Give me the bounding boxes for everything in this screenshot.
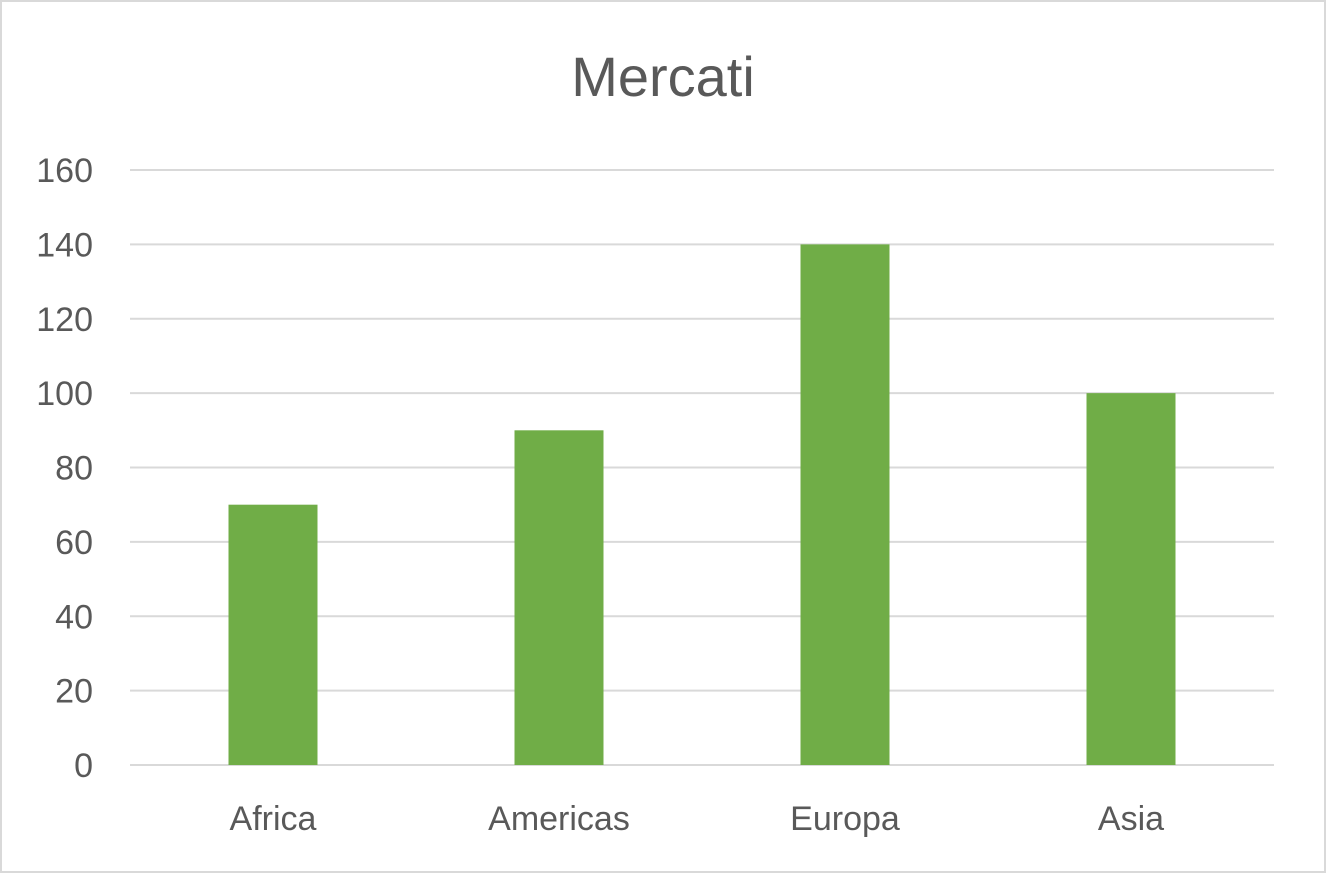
bar-americas bbox=[514, 430, 604, 765]
x-tick-label-asia: Asia bbox=[1098, 800, 1164, 838]
y-axis-ticks: 0 20 40 60 80 100 120 140 160 bbox=[36, 152, 93, 785]
y-tick-label: 20 bbox=[55, 673, 93, 711]
bar-asia bbox=[1086, 393, 1176, 765]
y-tick-label: 0 bbox=[74, 747, 93, 785]
y-tick-label: 140 bbox=[36, 226, 93, 264]
bars bbox=[228, 244, 1176, 765]
y-tick-label: 100 bbox=[36, 375, 93, 413]
bar-africa bbox=[228, 504, 318, 765]
y-tick-label: 120 bbox=[36, 301, 93, 339]
x-axis-labels: Africa Americas Europa Asia bbox=[230, 800, 1165, 838]
y-tick-label: 80 bbox=[55, 450, 93, 488]
x-tick-label-europa: Europa bbox=[790, 800, 900, 838]
x-tick-label-africa: Africa bbox=[230, 800, 317, 838]
chart-title: Mercati bbox=[571, 45, 755, 108]
y-tick-label: 40 bbox=[55, 598, 93, 636]
y-tick-label: 160 bbox=[36, 152, 93, 190]
bar-europa bbox=[800, 244, 890, 765]
x-tick-label-americas: Americas bbox=[488, 800, 630, 838]
gridlines bbox=[130, 169, 1274, 766]
y-tick-label: 60 bbox=[55, 524, 93, 562]
